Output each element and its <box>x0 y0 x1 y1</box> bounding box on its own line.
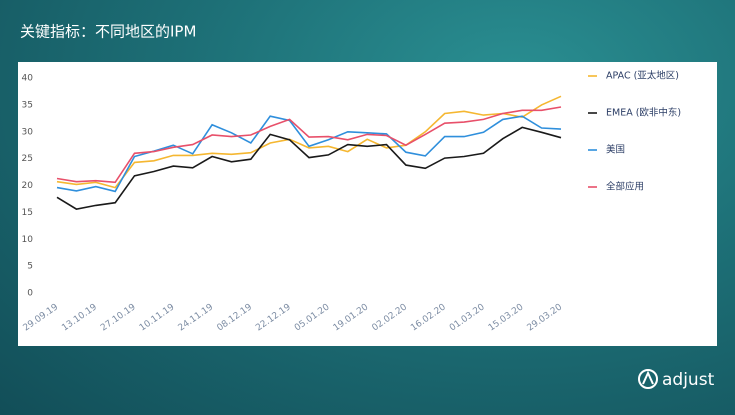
slide-title: 关键指标：不同地区的IPM <box>20 23 196 41</box>
legend-label: EMEA (欧非中东) <box>606 107 681 119</box>
series-line <box>56 95 562 189</box>
y-tick-label: 40 <box>22 74 34 84</box>
y-tick-label: 30 <box>22 127 34 137</box>
y-tick-label: 35 <box>22 100 33 110</box>
y-tick-label: 0 <box>27 289 33 299</box>
legend-label: APAC (亚太地区) <box>606 70 679 82</box>
legend-label: 全部应用 <box>606 181 644 193</box>
y-tick-label: 25 <box>22 154 33 164</box>
y-tick-label: 5 <box>27 262 33 272</box>
chart-panel <box>18 62 717 346</box>
y-tick-label: 20 <box>22 181 34 191</box>
series-line <box>56 106 562 184</box>
series-line <box>56 126 562 210</box>
logo: adjust <box>638 369 715 390</box>
logo-icon-mark <box>642 370 654 385</box>
series-line <box>56 115 562 193</box>
y-tick-label: 10 <box>22 235 34 245</box>
logo-text: adjust <box>662 370 715 390</box>
y-tick-label: 15 <box>22 208 33 218</box>
legend-label: 美国 <box>606 144 625 156</box>
logo-icon <box>638 369 658 389</box>
